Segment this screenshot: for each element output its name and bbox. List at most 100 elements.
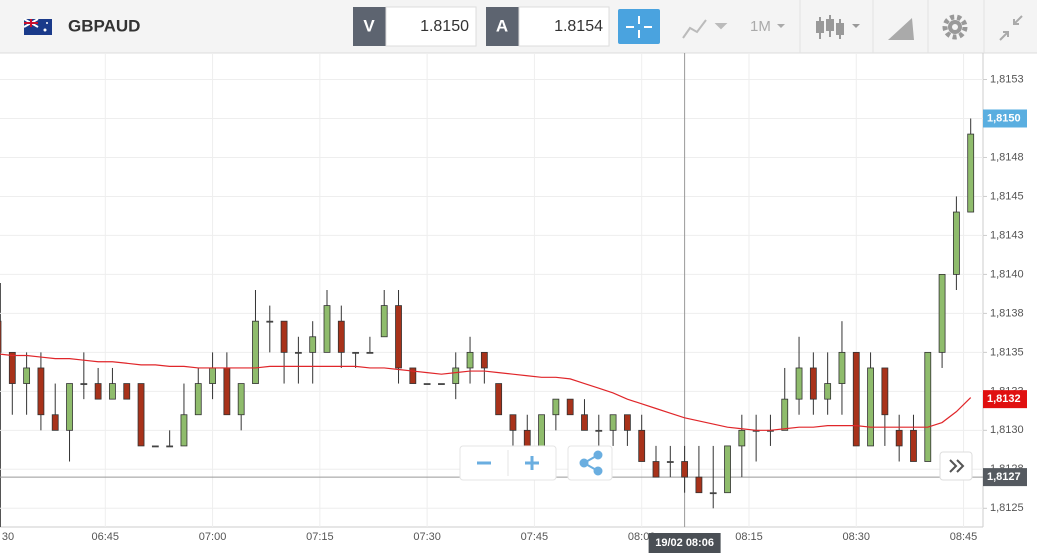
candle-body [223,367,231,416]
bid-box [385,6,477,47]
candle-body [681,461,689,478]
candle-body [323,305,331,353]
y-tick-label: 1,8143 [990,229,1024,241]
share-button[interactable] [579,450,603,476]
candle-body [438,383,445,385]
ask-price: 1.8154 [554,18,603,35]
price-marker-label: 1,8150 [987,112,1021,124]
x-tick-label: 08:00 [628,531,656,543]
interval-arrow [777,24,785,28]
y-tick-label: 1,8140 [990,268,1024,280]
candle-body [23,367,31,384]
candle-body [409,367,417,384]
x-tick-label: 08:30 [842,531,870,543]
crosshair-time-label: 19/02 08:06 [655,537,714,549]
y-tick-label: 1,8153 [990,73,1024,85]
crosshair-time-box [648,533,721,553]
candle-body [137,383,145,447]
candle-body [895,429,903,447]
x-tick-label: 06:45 [92,531,120,543]
candle-body [337,320,345,353]
candle-body [37,367,45,416]
candle-body [952,211,960,275]
candle-body [151,445,159,448]
moving-average [0,353,972,431]
candle-body [366,351,374,354]
y-tick-label: 1,8130 [990,424,1024,436]
ask-button[interactable] [486,7,519,46]
minimize-button[interactable] [999,15,1023,41]
bid-label: V [363,16,375,35]
candle-body [738,429,746,447]
candle-body [724,445,731,494]
candle-body [309,336,317,353]
candle-body [695,476,703,494]
candle-body [395,305,402,369]
candle-body [266,320,274,323]
draw-button[interactable] [888,18,914,40]
candle-body [194,383,202,416]
candle-body [166,445,174,448]
x-tick-label: 30 [2,531,14,543]
candle-body [938,274,946,353]
crosshair-button[interactable] [618,9,660,44]
candle-body [452,367,460,384]
candle-body [666,461,674,463]
candle-body [595,429,603,432]
price-marker [983,109,1027,128]
scroll-right-icon [949,459,965,473]
candle-body [0,320,2,353]
candle-body [838,351,846,384]
candle-body [867,367,874,447]
interval[interactable]: 1M [750,18,771,35]
candle-body [180,414,188,447]
candle-body [910,429,917,462]
price-marker-label: 1,8127 [987,471,1021,483]
ask-label: A [496,16,508,35]
candle-body [824,383,832,400]
candle-body [252,320,259,384]
candle-body [237,383,245,416]
candle-body [380,305,388,338]
price-marker [983,468,1027,487]
candle-body [495,383,503,416]
candle-body [552,398,560,416]
y-tick-label: 1,8125 [990,502,1024,514]
symbol: GBPAUD [68,16,140,35]
candle-body [881,367,889,416]
candle-body [352,351,360,354]
candle-body [638,429,646,462]
y-tick-label: 1,8148 [990,151,1024,163]
candle-body [924,351,932,462]
share-panel [567,445,613,481]
y-tick-label: 1,8145 [990,190,1024,202]
candle-body [66,383,73,431]
x-tick-label: 07:00 [199,531,227,543]
flag [23,18,52,35]
candle-body [109,383,116,400]
candle-body [123,383,131,400]
candle-body [480,351,488,369]
price-marker-label: 1,8132 [987,393,1021,405]
chart-type-button[interactable] [682,19,728,39]
candle-body [809,367,817,400]
candle-body [967,133,975,213]
candle-body [423,383,431,385]
candle-body [852,351,860,447]
candle-body [509,414,517,431]
x-tick-label: 07:45 [521,531,549,543]
indicator-button[interactable] [816,15,860,39]
bid-button[interactable] [353,7,386,46]
candle-body [466,351,474,369]
candle-body [566,398,574,416]
candle-body [623,414,631,431]
candle-body [795,367,803,400]
candle-body [8,351,16,384]
ask-box [518,6,610,47]
candle-body [652,461,660,478]
candle-body [709,492,717,495]
zoom-in-button[interactable] [525,456,539,470]
settings-button[interactable] [942,14,968,40]
candle-body [581,414,588,431]
